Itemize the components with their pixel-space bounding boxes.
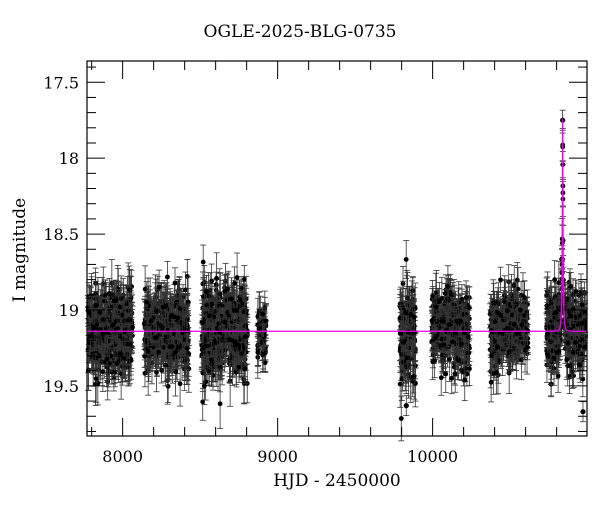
chart-title: OGLE-2025-BLG-0735 [203,22,397,42]
y-tick-label: 18 [59,149,79,168]
data-points [84,109,589,442]
y-tick-label: 17.5 [43,73,79,92]
x-tick-label: 10000 [407,447,458,466]
x-axis-label: HJD - 2450000 [273,471,401,491]
model-curve [87,118,586,332]
y-tick-label: 18.5 [43,225,79,244]
plot-axes: 8000 9000 10000 17.5 18 18.5 19 19.5 [43,60,588,466]
y-tick-label: 19 [59,301,79,320]
x-tick-label: 9000 [257,447,298,466]
x-tick-label: 8000 [102,447,143,466]
y-tick-label: 19.5 [43,377,79,396]
